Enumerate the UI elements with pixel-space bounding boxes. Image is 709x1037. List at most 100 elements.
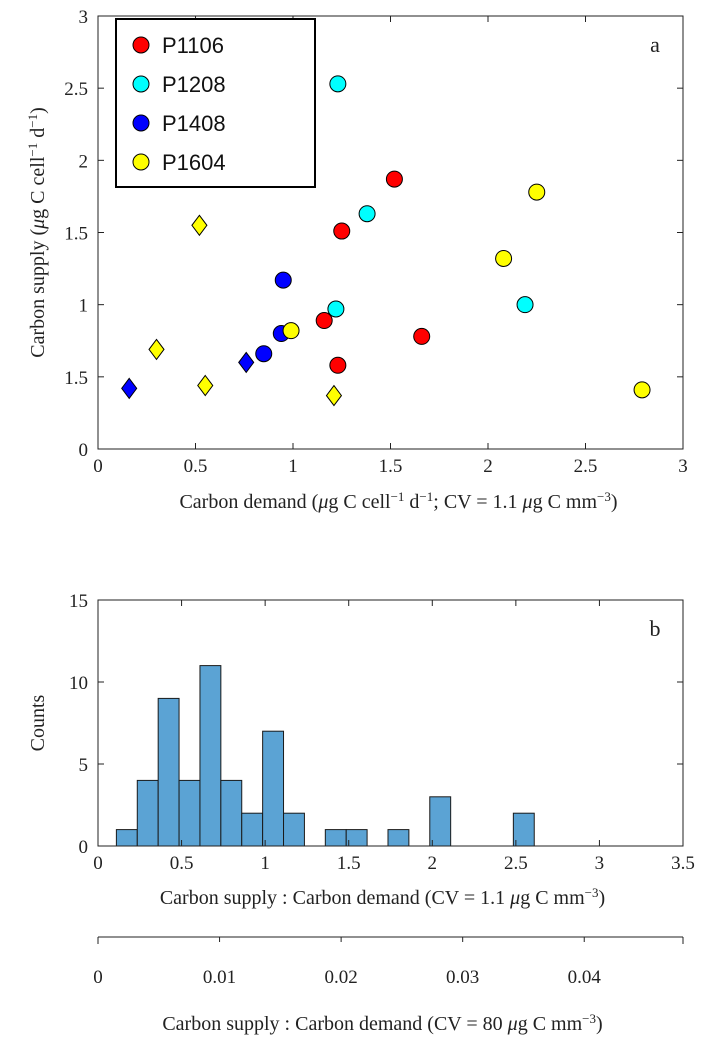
histogram-bar: [199, 665, 222, 847]
y-axis-label-a-part: g C cell: [27, 156, 49, 219]
x-axis-label-a-part: g C cell: [328, 491, 391, 513]
x-tick-label-a: 0: [93, 456, 103, 477]
x-tick-label-b: 0: [93, 853, 103, 874]
x-tick-label-a: 2: [483, 456, 493, 477]
x-axis-label-a-part: Carbon demand (: [179, 491, 318, 513]
x-axis-label-b-part: g C mm: [520, 887, 585, 909]
histogram-bar: [324, 829, 347, 847]
x-axis-label-b: Carbon supply : Carbon demand (CV = 1.1 …: [160, 885, 605, 910]
y-axis-label-a-part: −1: [25, 143, 40, 157]
histogram-bar: [512, 812, 535, 847]
y-tick-label-b: 10: [69, 673, 88, 694]
x-axis-label-a-part: −1: [391, 489, 405, 504]
histogram-bar: [178, 779, 201, 847]
y-axis-label-a-part: d: [27, 128, 49, 143]
x-tick-label-a: 0.5: [184, 456, 208, 477]
x-tick-label-a: 2.5: [574, 456, 598, 477]
secondary-axis-label-part: −3: [582, 1011, 596, 1026]
x-tick-label-b: 1.5: [337, 853, 361, 874]
histogram-bar: [220, 779, 243, 847]
y-tick-label-b: 5: [79, 755, 89, 776]
data-point: [315, 312, 333, 330]
histogram-bar: [429, 796, 452, 847]
x-axis-label-a-part: −3: [597, 489, 611, 504]
x-axis-label-b-part: −3: [585, 885, 599, 900]
x-tick-label-b: 0.5: [170, 853, 194, 874]
data-point: [413, 327, 431, 345]
x-axis-label-a: Carbon demand (μg C cell−1 d−1; CV = 1.1…: [179, 489, 617, 514]
secondary-tick-label: 0.03: [446, 967, 479, 988]
secondary-axis-label-part: ): [596, 1013, 603, 1035]
x-axis-label-b-part: μ: [509, 887, 520, 909]
y-axis-label-b: Counts: [27, 694, 49, 751]
legend-marker: [132, 36, 150, 54]
data-point-diamond: [121, 377, 138, 400]
x-tick-label-a: 1.5: [379, 456, 403, 477]
data-point-diamond: [197, 374, 214, 397]
x-axis-label-a-part: ): [611, 491, 618, 513]
panel-label-b: b: [650, 616, 661, 641]
data-point: [333, 222, 351, 240]
x-axis-label-a-part: d: [404, 491, 419, 513]
data-point: [633, 381, 651, 399]
x-axis-label-b-part: ): [599, 887, 606, 909]
data-point: [329, 356, 347, 374]
data-point-diamond: [191, 214, 208, 237]
data-point: [255, 345, 273, 363]
x-tick-label-b: 2.5: [504, 853, 528, 874]
x-tick-label-b: 2: [428, 853, 438, 874]
y-tick-label-a: 2: [79, 151, 89, 172]
x-tick-label-b: 1: [260, 853, 270, 874]
data-point-diamond: [238, 351, 255, 374]
x-axis-label-a-part: −1: [419, 489, 433, 504]
secondary-axis-label-part: g C mm: [518, 1013, 583, 1035]
y-axis-label-a-part: μ: [27, 219, 49, 230]
histogram-bar: [345, 829, 368, 847]
data-point: [495, 249, 513, 267]
y-tick-label-b: 0: [79, 837, 89, 858]
x-axis-label-a-part: μ: [522, 491, 533, 513]
data-point-diamond: [148, 338, 165, 361]
x-axis-label-b-part: Carbon supply : Carbon demand (CV = 1.1: [160, 887, 510, 909]
secondary-tick-label: 0.02: [324, 967, 357, 988]
y-axis-label-a-part: Carbon supply (: [27, 229, 49, 358]
data-point: [282, 322, 300, 340]
data-point: [358, 205, 376, 223]
legend-entry-label: P1106: [162, 33, 224, 58]
legend-marker: [132, 153, 150, 171]
histogram-bar: [115, 829, 138, 847]
x-tick-label-b: 3: [595, 853, 605, 874]
y-tick-label-b: 15: [69, 591, 88, 612]
data-point: [327, 300, 345, 318]
data-point: [528, 183, 546, 201]
y-tick-label-a: 0: [79, 440, 89, 461]
plot-area-b: [97, 599, 684, 847]
data-point: [329, 75, 347, 93]
secondary-tick-label: 0: [93, 967, 103, 988]
histogram-bar: [387, 829, 410, 847]
x-tick-label-a: 1: [288, 456, 298, 477]
data-point: [274, 271, 292, 289]
legend-marker: [132, 114, 150, 132]
histogram-bar: [157, 697, 180, 847]
y-axis-label-a-part: −1: [25, 114, 40, 128]
legend-a: P1106 P1208 P1408 P1604: [115, 18, 316, 188]
legend-entry-label: P1408: [162, 111, 226, 136]
secondary-tick-label: 0.01: [203, 967, 236, 988]
histogram-bar: [136, 779, 159, 847]
legend-entry-label: P1208: [162, 72, 226, 97]
y-tick-label-a: 2.5: [64, 79, 88, 100]
data-point: [385, 170, 403, 188]
secondary-axis-label: Carbon supply : Carbon demand (CV = 80 μ…: [162, 1011, 602, 1036]
histogram-bar: [283, 812, 305, 847]
y-tick-label-a: 3: [79, 7, 89, 28]
data-point-diamond: [325, 384, 343, 407]
y-axis-label-a-part: ): [27, 107, 49, 114]
legend-entry-label: P1604: [162, 150, 226, 175]
y-tick-label-a: 1.5: [64, 368, 88, 389]
x-axis-label-a-part: μ: [317, 491, 328, 513]
secondary-axis-label-part: μ: [507, 1013, 518, 1035]
x-axis-label-a-part: g C mm: [533, 491, 598, 513]
x-axis-label-a-part: ; CV = 1.1: [433, 491, 522, 513]
